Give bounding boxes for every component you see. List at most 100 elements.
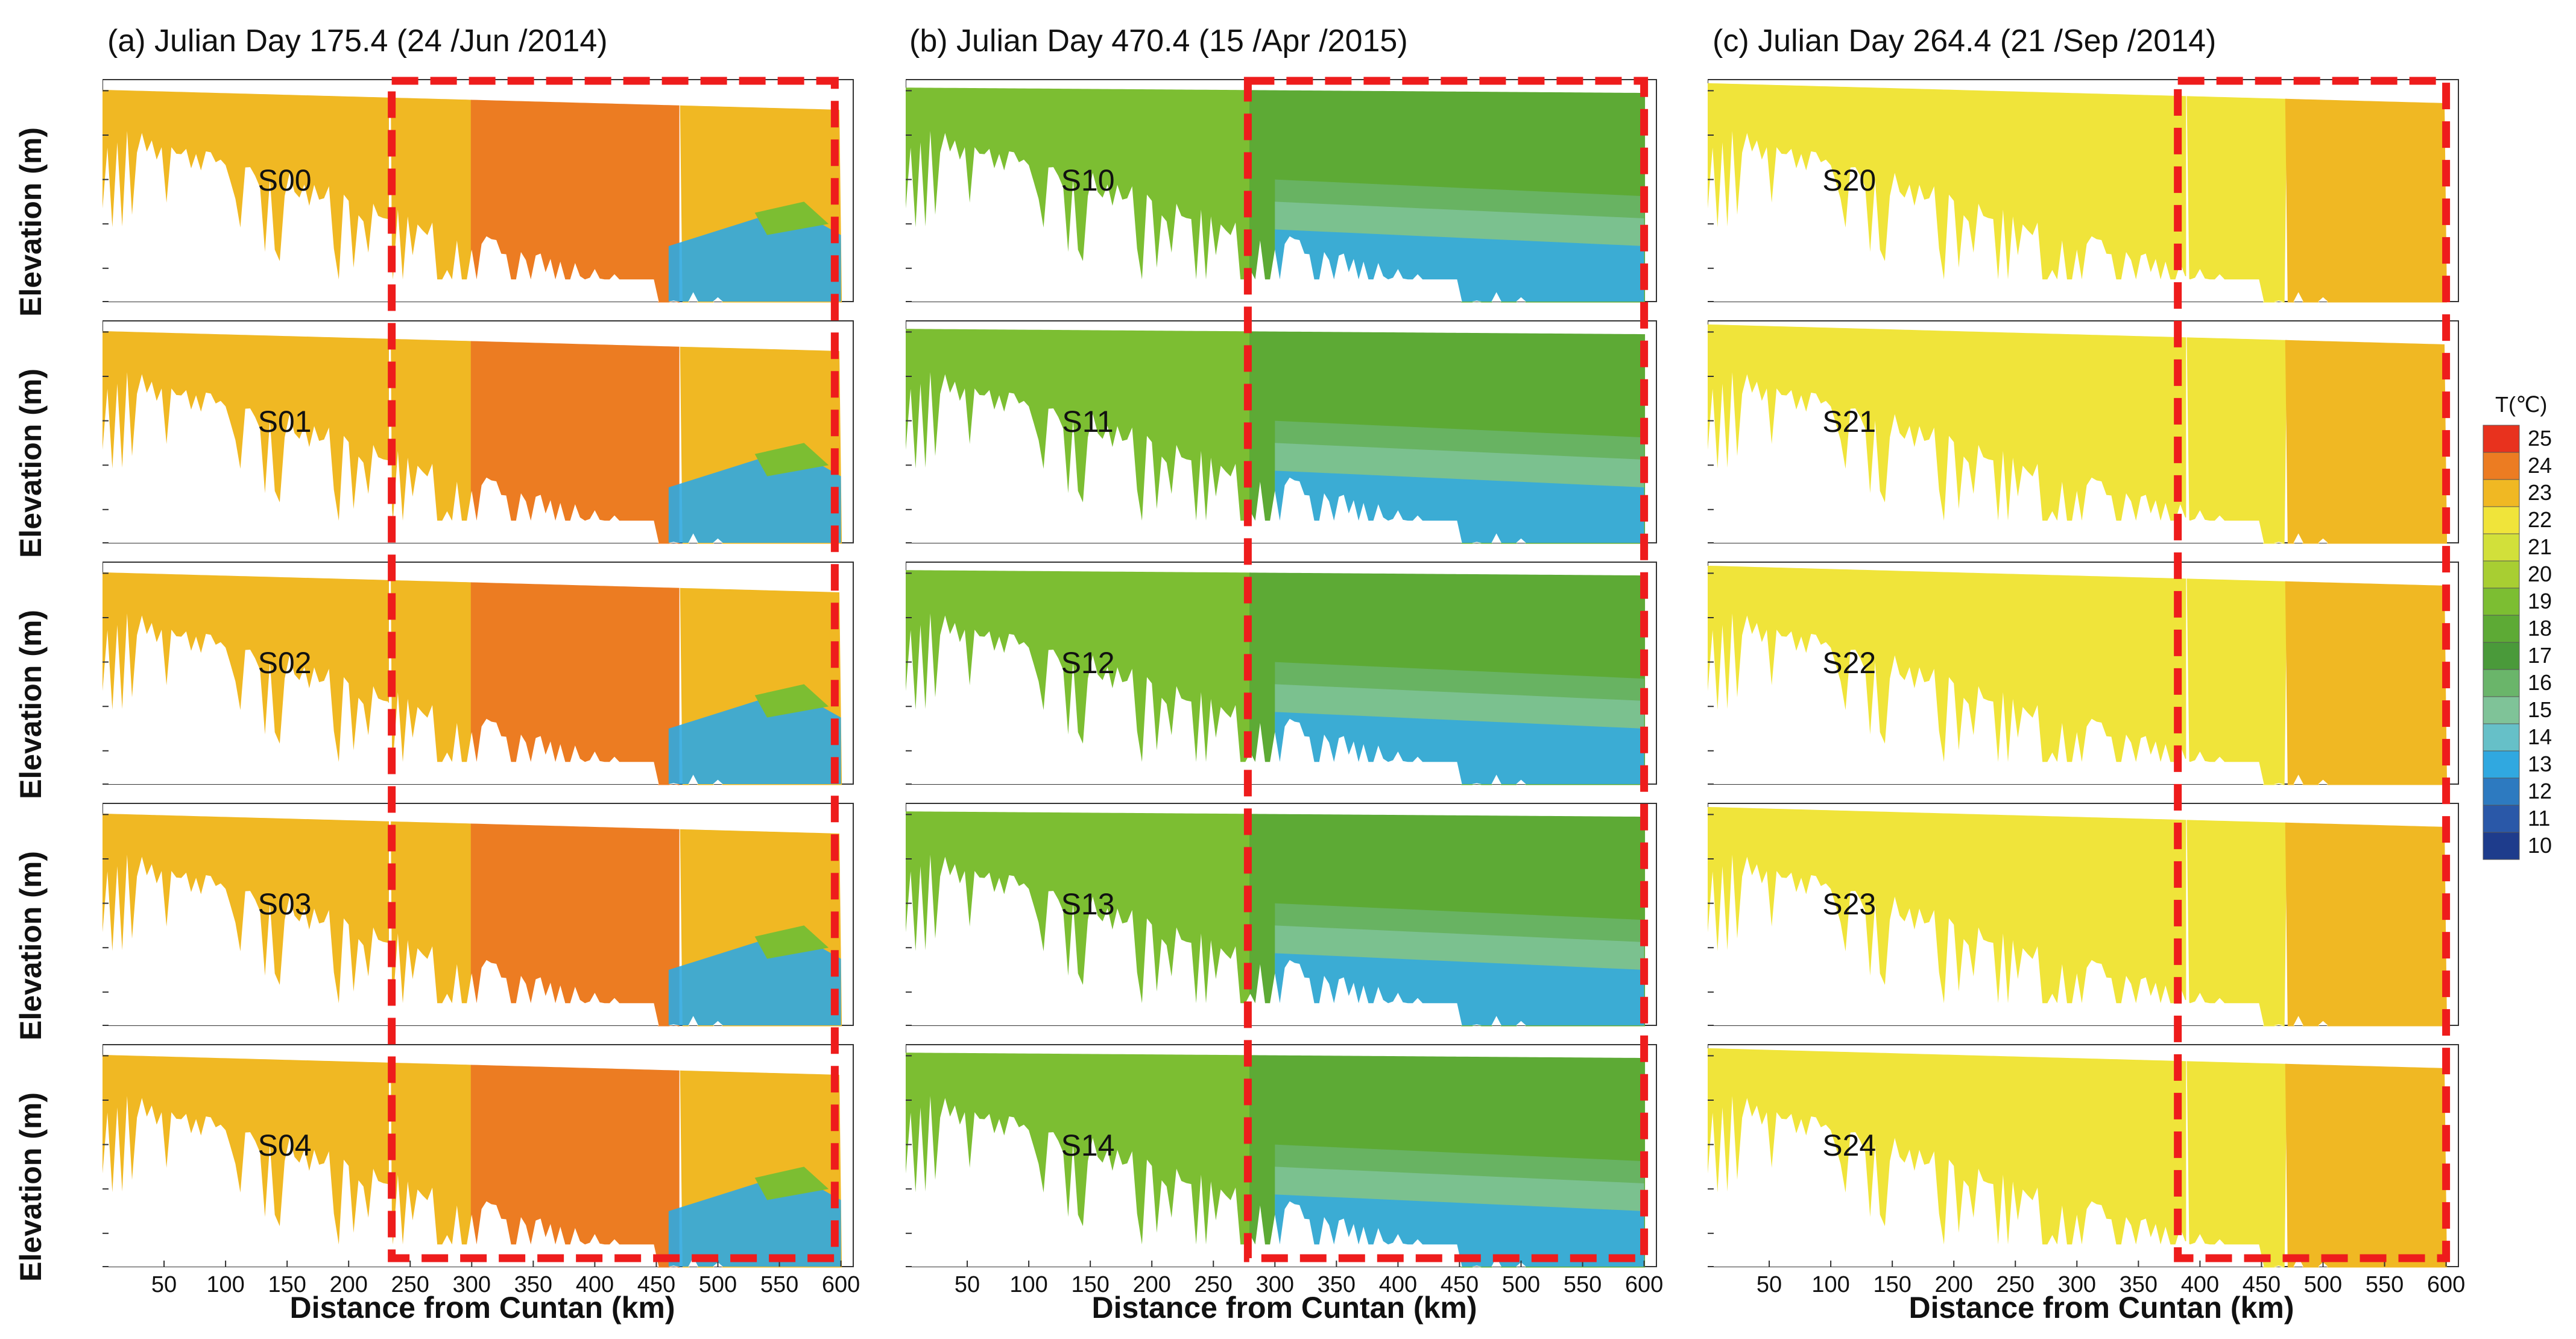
y-tick-label: 120 (863, 364, 901, 390)
y-tick-label: 80 (72, 1133, 98, 1158)
y-tick-label: 0 (85, 980, 98, 1005)
y-tick-label: 80 (876, 1133, 901, 1158)
x-tick-label: 250 (391, 1272, 429, 1297)
colorbar-swatch (2483, 560, 2520, 589)
colorbar-label: 15 (2528, 697, 2552, 722)
x-tick-label: 100 (206, 1272, 244, 1297)
y-tick-label: 0 (888, 980, 901, 1005)
y-tick-label: 160 (60, 561, 98, 586)
cold-pocket (668, 207, 841, 302)
colorbar-label: 14 (2528, 724, 2552, 749)
colorbar-label: 16 (2528, 670, 2552, 695)
colorbar-title: T(℃) (2495, 392, 2547, 417)
y-tick-label: 40 (1678, 453, 1703, 478)
colorbar-swatch (2483, 642, 2520, 670)
riverbed-mask (1708, 613, 2458, 784)
x-tick-label: 100 (1811, 1272, 1849, 1297)
highlight-box (1243, 77, 1649, 1262)
y-tick-label: 120 (863, 606, 901, 631)
profile-panel-S23: 160 120 80 40 0 −30 S23 (1665, 802, 2459, 1027)
colorbar-label: 23 (2528, 480, 2552, 505)
transition-layer (754, 925, 829, 959)
y-tick-label: 160 (60, 1043, 98, 1069)
profile-panel-S21: 160 120 80 40 0 −30 S21 (1665, 320, 2459, 544)
colorbar-swatch (2483, 587, 2520, 616)
scenario-label: S03 (258, 887, 312, 921)
x-tick-label: 500 (1502, 1272, 1540, 1297)
y-tick-label: 0 (85, 256, 98, 282)
y-tick-label: −30 (1664, 290, 1703, 315)
x-tick-label: 600 (822, 1272, 860, 1297)
y-tick-label: 160 (1665, 802, 1703, 828)
y-tick-label: 40 (876, 694, 901, 720)
transition-layer (754, 443, 829, 476)
scenario-label: S13 (1061, 887, 1115, 921)
colorbar-label: 25 (2528, 426, 2552, 451)
y-tick-label: −30 (862, 1013, 901, 1039)
temperature-segment (2186, 96, 2287, 303)
riverbed-mask (103, 1096, 853, 1267)
transition-layer (754, 684, 829, 718)
y-tick-label: 0 (85, 498, 98, 523)
colorbar-swatch (2483, 452, 2520, 480)
x-tick-label: 350 (514, 1272, 552, 1297)
x-axis-label-c: Distance from Cuntan (km) (1909, 1291, 2294, 1325)
y-tick-label: 80 (72, 409, 98, 434)
x-tick-label: 550 (1564, 1272, 1602, 1297)
transition-layer (754, 201, 829, 235)
y-tick-label: 120 (1665, 1088, 1703, 1113)
x-tick-label: 600 (1625, 1272, 1663, 1297)
riverbed-mask (906, 855, 1656, 1025)
temperature-segment (2285, 340, 2448, 544)
colorbar-label: 12 (2528, 779, 2552, 803)
y-tick-label: 120 (863, 847, 901, 872)
x-tick-label: 400 (576, 1272, 614, 1297)
y-tick-label: 0 (888, 1221, 901, 1247)
y-tick-label: 160 (1665, 320, 1703, 345)
y-tick-label: 80 (1678, 168, 1703, 193)
x-tick-label: 550 (760, 1272, 798, 1297)
panel-column-1: 16012080400−30S1016012080400−30S11160120… (862, 77, 1663, 1297)
scenario-label: S11 (1062, 405, 1113, 438)
y-tick-label: 120 (1665, 364, 1703, 390)
y-tick-label: 160 (863, 802, 901, 828)
x-tick-label: 150 (268, 1272, 306, 1297)
colorbar-swatch (2483, 832, 2520, 860)
y-tick-label: 0 (1690, 739, 1703, 764)
y-tick-label: 40 (876, 935, 901, 961)
y-tick-label: 40 (876, 453, 901, 478)
colorbar-label: 11 (2528, 806, 2550, 831)
colorbar-swatch (2483, 479, 2520, 507)
temperature-segment (2285, 581, 2448, 785)
y-tick-label: 160 (1665, 1043, 1703, 1069)
temperature-segment (2186, 337, 2287, 544)
y-tick-label: −30 (1664, 1255, 1703, 1280)
y-tick-label: −30 (862, 772, 901, 797)
riverbed-mask (103, 372, 853, 543)
y-tick-label: −30 (1664, 772, 1703, 797)
scenario-label: S14 (1061, 1128, 1115, 1162)
scenario-label: S10 (1061, 163, 1115, 197)
colorbar-label: 10 (2528, 833, 2552, 858)
profile-panel-S13: 160 120 80 40 0 −30 S13 (862, 802, 1657, 1039)
scenario-label: S04 (258, 1128, 312, 1162)
colorbar-swatch (2483, 750, 2520, 779)
y-tick-label: −30 (59, 772, 98, 797)
x-tick-label: 200 (1934, 1272, 1972, 1297)
y-tick-label: 120 (1665, 123, 1703, 148)
y-tick-label: 0 (85, 1221, 98, 1247)
y-axis-label: Elevation (m) (14, 851, 48, 1040)
y-tick-label: 160 (60, 320, 98, 345)
y-tick-label: 40 (876, 1177, 901, 1202)
temperature-segment (2285, 1063, 2448, 1268)
y-tick-label: 0 (1690, 1221, 1703, 1247)
scenario-label: S23 (1822, 887, 1876, 921)
x-tick-label: 300 (1256, 1272, 1294, 1297)
colorbar-swatch (2483, 723, 2520, 752)
profile-panel-S20: 160 120 80 40 0 −30 S20 (1664, 78, 2459, 315)
y-tick-label: 160 (1665, 78, 1703, 104)
